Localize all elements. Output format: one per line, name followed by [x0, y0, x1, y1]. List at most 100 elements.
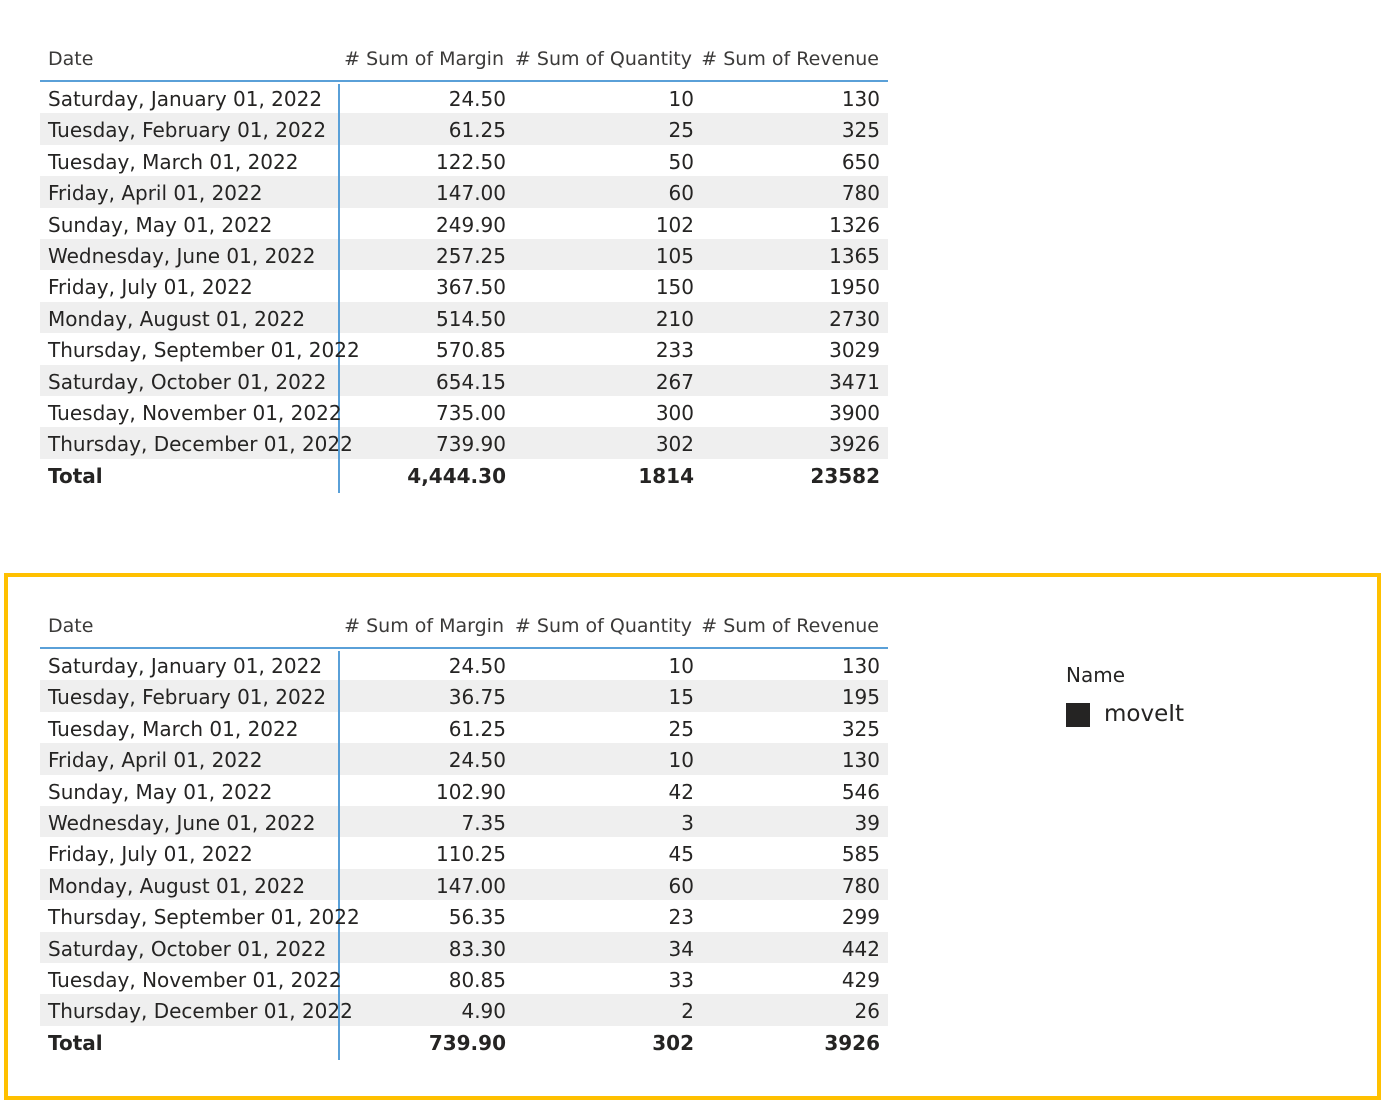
table-header: Date # Sum of Margin # Sum of Quantity #…: [40, 36, 888, 82]
table-row[interactable]: Tuesday, March 01, 2022 61.25 25 325: [40, 712, 888, 743]
cell-quantity: 302: [655, 432, 694, 457]
cell-quantity: 267: [655, 369, 694, 394]
cell-revenue: 39: [854, 810, 880, 835]
cell-quantity: 150: [655, 275, 694, 300]
table-row[interactable]: Wednesday, June 01, 2022 257.25 105 1365: [40, 238, 888, 271]
table-bottom: Date # Sum of Margin # Sum of Quantity #…: [40, 603, 888, 1060]
table-row[interactable]: Sunday, May 01, 2022 249.90 102 1326: [40, 208, 888, 239]
cell-date: Monday, August 01, 2022: [48, 306, 306, 331]
table-header: Date # Sum of Margin # Sum of Quantity #…: [40, 603, 888, 649]
slicer-checkbox-icon[interactable]: [1066, 703, 1090, 727]
slicer-item-label[interactable]: moveIt: [1104, 701, 1185, 727]
cell-revenue: 3926: [829, 432, 880, 457]
column-header-revenue[interactable]: # Sum of Revenue: [701, 615, 879, 637]
table-body: Saturday, January 01, 2022 24.50 10 130 …: [40, 82, 888, 493]
cell-date: Saturday, January 01, 2022: [48, 654, 323, 678]
cell-revenue: 780: [841, 181, 880, 206]
cell-date: Wednesday, June 01, 2022: [48, 243, 316, 268]
cell-quantity: 60: [668, 181, 694, 206]
cell-date: Tuesday, March 01, 2022: [48, 716, 299, 741]
table-row[interactable]: Thursday, September 01, 2022 570.85 233 …: [40, 333, 888, 364]
cell-quantity: 10: [668, 654, 694, 678]
total-margin: 4,444.30: [407, 463, 506, 488]
cell-date: Tuesday, November 01, 2022: [48, 400, 342, 425]
cell-margin: 61.25: [448, 716, 506, 741]
cell-margin: 24.50: [448, 87, 506, 111]
cell-quantity: 50: [668, 149, 694, 174]
total-margin: 739.90: [428, 1030, 506, 1055]
cell-date: Saturday, January 01, 2022: [48, 87, 323, 111]
table-row[interactable]: Tuesday, March 01, 2022 122.50 50 650: [40, 145, 888, 176]
column-header-quantity[interactable]: # Sum of Quantity: [514, 48, 692, 70]
column-divider: [338, 84, 340, 493]
cell-revenue: 442: [841, 936, 880, 961]
cell-date: Thursday, December 01, 2022: [48, 432, 353, 457]
cell-date: Sunday, May 01, 2022: [48, 212, 273, 237]
cell-quantity: 300: [655, 400, 694, 425]
table-row[interactable]: Tuesday, February 01, 2022 61.25 25 325: [40, 113, 888, 146]
cell-date: Tuesday, February 01, 2022: [48, 685, 327, 710]
table-row[interactable]: Tuesday, February 01, 2022 36.75 15 195: [40, 680, 888, 713]
cell-margin: 367.50: [436, 275, 506, 300]
table-row[interactable]: Friday, April 01, 2022 147.00 60 780: [40, 176, 888, 208]
cell-quantity: 33: [668, 967, 694, 992]
cell-quantity: 233: [655, 338, 694, 363]
table-row[interactable]: Thursday, December 01, 2022 739.90 302 3…: [40, 427, 888, 460]
column-divider: [338, 651, 340, 1060]
cell-margin: 83.30: [448, 936, 506, 961]
table-row[interactable]: Thursday, September 01, 2022 56.35 23 29…: [40, 900, 888, 931]
cell-date: Friday, April 01, 2022: [48, 748, 263, 773]
cell-revenue: 1950: [829, 275, 880, 300]
cell-revenue: 3471: [829, 369, 880, 394]
table-total-row: Total 739.90 302 3926: [40, 1026, 888, 1057]
cell-margin: 24.50: [448, 654, 506, 678]
highlight-frame: [4, 573, 1381, 1100]
slicer-title: Name: [1066, 663, 1126, 687]
table-row[interactable]: Monday, August 01, 2022 514.50 210 2730: [40, 301, 888, 334]
table-row[interactable]: Thursday, December 01, 2022 4.90 2 26: [40, 994, 888, 1027]
cell-date: Tuesday, November 01, 2022: [48, 967, 342, 992]
table-row[interactable]: Friday, July 01, 2022 110.25 45 585: [40, 837, 888, 868]
cell-date: Monday, August 01, 2022: [48, 873, 306, 898]
column-header-date[interactable]: Date: [48, 48, 94, 70]
table-row[interactable]: Tuesday, November 01, 2022 735.00 300 39…: [40, 396, 888, 427]
cell-margin: 122.50: [436, 149, 506, 174]
column-header-revenue[interactable]: # Sum of Revenue: [701, 48, 879, 70]
table-top: Date # Sum of Margin # Sum of Quantity #…: [40, 36, 888, 493]
cell-revenue: 130: [841, 654, 880, 678]
cell-margin: 570.85: [436, 338, 506, 363]
cell-date: Friday, July 01, 2022: [48, 275, 253, 300]
cell-quantity: 45: [668, 842, 694, 867]
cell-quantity: 25: [668, 716, 694, 741]
table-row[interactable]: Saturday, January 01, 2022 24.50 10 130: [40, 649, 888, 680]
cell-date: Tuesday, February 01, 2022: [48, 118, 327, 143]
cell-revenue: 429: [841, 967, 880, 992]
cell-date: Thursday, September 01, 2022: [48, 338, 360, 363]
total-label: Total: [48, 1030, 103, 1055]
cell-margin: 514.50: [436, 306, 506, 331]
table-row[interactable]: Saturday, October 01, 2022 654.15 267 34…: [40, 364, 888, 397]
cell-revenue: 2730: [829, 306, 880, 331]
cell-date: Friday, July 01, 2022: [48, 842, 253, 867]
column-header-date[interactable]: Date: [48, 615, 94, 637]
cell-margin: 735.00: [436, 400, 506, 425]
cell-revenue: 299: [841, 905, 880, 930]
column-header-margin[interactable]: # Sum of Margin: [344, 615, 504, 637]
column-header-margin[interactable]: # Sum of Margin: [344, 48, 504, 70]
table-row[interactable]: Saturday, October 01, 2022 83.30 34 442: [40, 931, 888, 964]
table-row[interactable]: Sunday, May 01, 2022 102.90 42 546: [40, 775, 888, 806]
table-row[interactable]: Friday, April 01, 2022 24.50 10 130: [40, 743, 888, 775]
table-row[interactable]: Tuesday, November 01, 2022 80.85 33 429: [40, 963, 888, 994]
cell-revenue: 195: [841, 685, 880, 710]
table-row[interactable]: Monday, August 01, 2022 147.00 60 780: [40, 868, 888, 901]
cell-date: Wednesday, June 01, 2022: [48, 810, 316, 835]
table-row[interactable]: Wednesday, June 01, 2022 7.35 3 39: [40, 805, 888, 838]
cell-quantity: 2: [681, 999, 694, 1024]
cell-date: Friday, April 01, 2022: [48, 181, 263, 206]
table-row[interactable]: Friday, July 01, 2022 367.50 150 1950: [40, 270, 888, 301]
table-row[interactable]: Saturday, January 01, 2022 24.50 10 130: [40, 82, 888, 113]
total-revenue: 3926: [824, 1030, 880, 1055]
cell-date: Thursday, September 01, 2022: [48, 905, 360, 930]
column-header-quantity[interactable]: # Sum of Quantity: [514, 615, 692, 637]
cell-margin: 56.35: [448, 905, 506, 930]
